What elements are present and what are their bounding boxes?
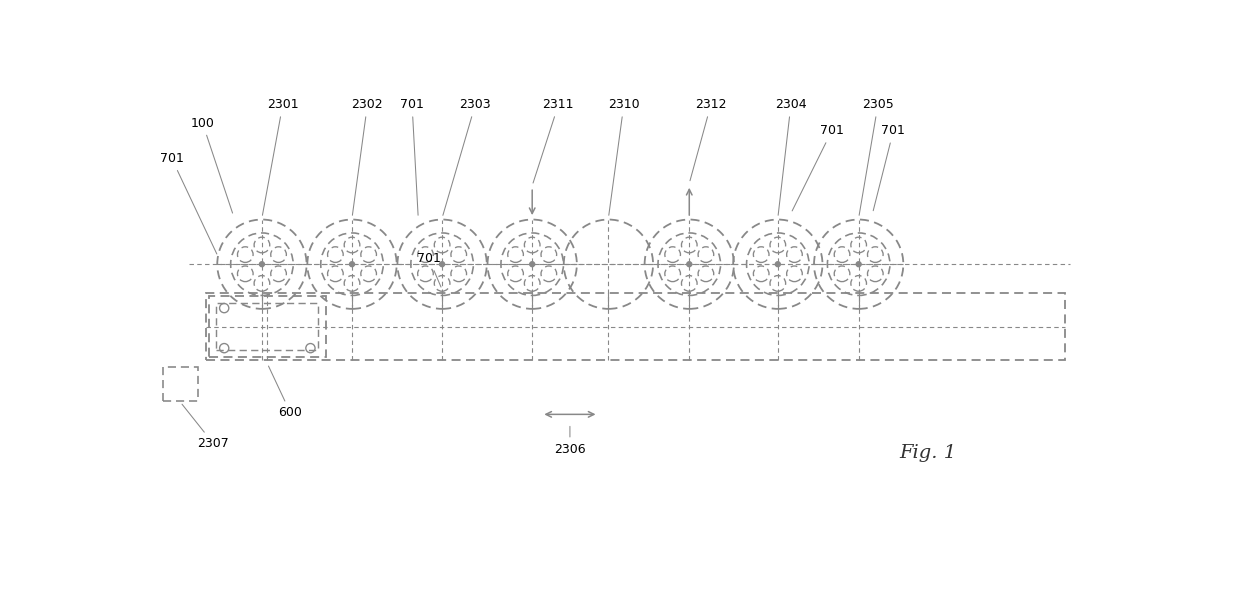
Text: 2306: 2306: [554, 426, 586, 455]
Circle shape: [530, 262, 535, 267]
Text: 2304: 2304: [776, 98, 807, 215]
Text: 2311: 2311: [533, 98, 574, 183]
Circle shape: [349, 262, 354, 267]
Text: 2307: 2307: [182, 404, 229, 450]
Text: 2305: 2305: [859, 98, 893, 215]
Circle shape: [776, 262, 781, 267]
Text: 2301: 2301: [263, 98, 299, 215]
Text: 2303: 2303: [442, 98, 491, 216]
Text: 600: 600: [269, 366, 302, 419]
Text: Fig. 1: Fig. 1: [900, 444, 957, 462]
Text: 701: 701: [400, 98, 424, 215]
Bar: [209, 296, 326, 358]
Text: 2310: 2310: [608, 98, 639, 215]
Text: 701: 701: [792, 124, 844, 211]
Circle shape: [856, 262, 861, 267]
Text: 701: 701: [160, 152, 217, 254]
Text: 701: 701: [418, 252, 441, 287]
Text: 2302: 2302: [352, 98, 383, 215]
Text: 2312: 2312: [690, 98, 726, 181]
Circle shape: [440, 262, 445, 267]
Text: 701: 701: [873, 124, 906, 211]
Circle shape: [259, 262, 264, 267]
Text: 100: 100: [191, 117, 233, 213]
Circle shape: [686, 262, 691, 267]
Bar: [217, 303, 318, 350]
Bar: [162, 367, 198, 400]
Bar: [206, 293, 1066, 361]
